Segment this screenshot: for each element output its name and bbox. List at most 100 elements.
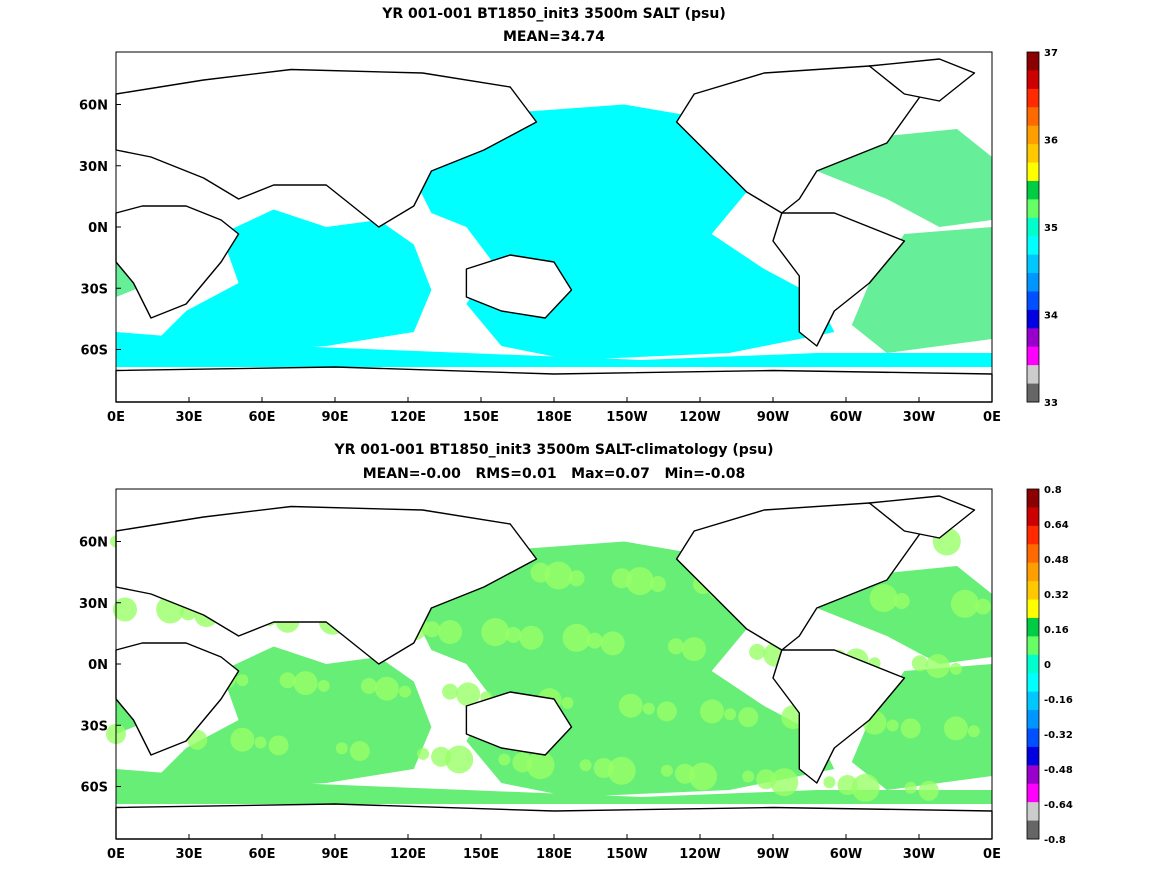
colorbar-swatch	[1027, 199, 1039, 219]
top-colorbar: 37 36 35 34 33	[1026, 48, 1058, 409]
colorbar-label: 0.16	[1044, 625, 1069, 636]
top-map-panel: 0E 30E 60E 90E 120E 150E 180E 150W 120W 90W 60W 30W…	[79, 51, 1001, 425]
anomaly-patch	[918, 780, 939, 801]
x-tick-label: 120W	[679, 410, 720, 425]
anomaly-patch	[505, 626, 522, 643]
bottom-colorbar: 0.8 0.64 0.48 0.32 0.16 0 -0.16 -0.32 -0.48 -0.64…	[1026, 485, 1073, 846]
anomaly-patch	[625, 567, 654, 596]
colorbar-swatch	[1027, 328, 1039, 348]
colorbar-swatch	[1027, 309, 1039, 329]
anomaly-patch	[700, 699, 724, 724]
y-tick-label: 30N	[79, 597, 108, 612]
coastline	[115, 205, 240, 319]
anomaly-patch	[823, 776, 836, 789]
x-tick-label: 0E	[983, 410, 1001, 425]
colorbar-swatch	[1027, 691, 1039, 711]
ocean-field	[851, 227, 992, 353]
x-tick-label: 90W	[757, 847, 789, 862]
coastline	[115, 505, 538, 665]
y-tick-label: 60S	[81, 781, 108, 796]
top-panel-title: YR 001-001 BT1850_init3 3500m SALT (psu)	[382, 6, 726, 22]
colorbar-label: 37	[1044, 48, 1058, 59]
colorbar-label: -0.16	[1044, 695, 1073, 706]
colorbar-swatch	[1027, 144, 1039, 164]
y-tick-label: 0N	[88, 658, 108, 673]
anomaly-patch	[360, 677, 377, 694]
colorbar-swatch	[1027, 217, 1039, 237]
x-tick-label: 150E	[463, 847, 499, 862]
anomaly-patch	[579, 759, 592, 772]
y-tick-label: 30S	[81, 719, 108, 734]
anomaly-patch	[293, 671, 318, 696]
x-tick-label: 30W	[903, 847, 935, 862]
anomaly-patch	[642, 702, 655, 715]
colorbar-swatch	[1027, 52, 1039, 71]
colorbar-swatch	[1027, 180, 1039, 200]
x-tick-label: 180E	[536, 410, 572, 425]
anomaly-patch	[911, 655, 928, 672]
colorbar-swatch	[1027, 765, 1039, 785]
x-tick-label: 60E	[249, 410, 276, 425]
x-tick-label: 90W	[757, 410, 789, 425]
anomaly-patch	[975, 598, 991, 615]
ocean-field	[116, 332, 992, 367]
colorbar-swatch	[1027, 562, 1039, 582]
coastline	[115, 68, 538, 228]
y-tick-label: 60N	[79, 536, 108, 551]
anomaly-patch	[925, 654, 950, 679]
anomaly-patch	[417, 747, 430, 760]
colorbar-swatch	[1027, 107, 1039, 127]
x-tick-label: 120E	[390, 847, 426, 862]
anomaly-patch	[967, 725, 980, 738]
coastline	[675, 502, 923, 651]
x-tick-label: 120W	[679, 847, 720, 862]
anomaly-patch	[498, 753, 511, 766]
colorbar-swatch	[1027, 654, 1039, 674]
colorbar-swatch	[1027, 162, 1039, 182]
x-tick-label: 30W	[903, 410, 935, 425]
anomaly-patch	[230, 727, 255, 752]
anomaly-patch	[526, 751, 555, 780]
anomaly-patch	[689, 762, 717, 791]
x-tick-label: 90E	[322, 847, 349, 862]
x-tick-label: 60W	[830, 410, 862, 425]
ocean-field	[851, 664, 992, 790]
colorbar-swatch	[1027, 728, 1039, 748]
colorbar-swatch	[1027, 507, 1039, 527]
anomaly-patch	[607, 756, 636, 785]
anomaly-patch	[438, 620, 463, 645]
colorbar-label: 0.48	[1044, 555, 1069, 566]
x-tick-label: 150W	[606, 847, 647, 862]
colorbar-label: 0.64	[1044, 520, 1069, 531]
colorbar-frame	[1026, 488, 1040, 840]
anomaly-patch	[742, 770, 755, 783]
coastline	[772, 212, 906, 347]
colorbar-swatch	[1027, 636, 1039, 656]
anomaly-patch	[187, 729, 208, 750]
x-tick-label: 90E	[322, 410, 349, 425]
anomaly-patch	[943, 716, 968, 741]
coastline	[465, 691, 573, 756]
colorbar-frame	[1026, 51, 1040, 403]
colorbar-swatch	[1027, 544, 1039, 564]
colorbar-label: 33	[1044, 398, 1058, 409]
bottom-panel-subtitle: MEAN=-0.00 RMS=0.01 Max=0.07 Min=-0.08	[362, 466, 746, 482]
ocean-field	[116, 769, 992, 804]
anomaly-patch	[349, 741, 370, 761]
anomaly-patch	[950, 589, 979, 618]
anomaly-patch	[562, 623, 591, 652]
colorbar-swatch	[1027, 346, 1039, 366]
anomaly-patch	[544, 561, 573, 590]
colorbar-label: 34	[1044, 311, 1058, 322]
anomaly-patch	[519, 625, 544, 650]
anomaly-patch	[481, 618, 510, 647]
anomaly-patch	[600, 631, 625, 656]
anomaly-patch	[561, 696, 574, 709]
x-tick-label: 0E	[983, 847, 1001, 862]
colorbar-swatch	[1027, 746, 1039, 766]
anomaly-patch	[851, 773, 880, 802]
anomaly-patch	[279, 672, 296, 689]
coastline	[868, 495, 976, 539]
anomaly-patch	[236, 674, 249, 687]
anomaly-patch	[445, 745, 474, 774]
